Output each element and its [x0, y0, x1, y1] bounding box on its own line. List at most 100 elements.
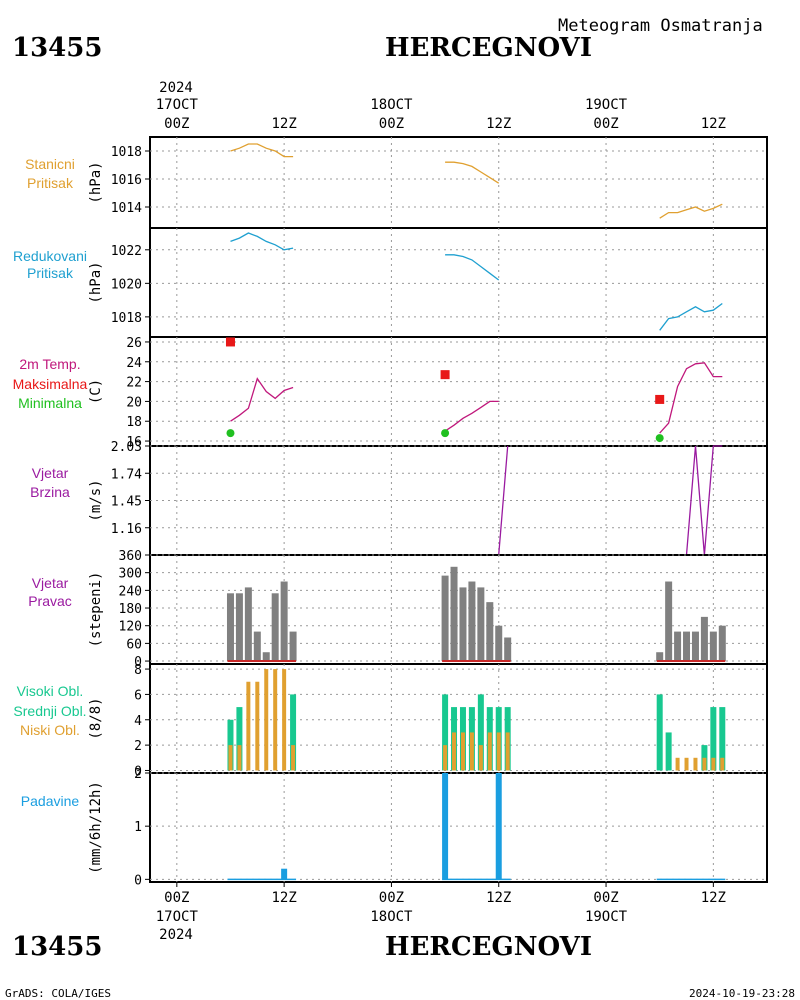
- panel-label-line: Stanicni: [25, 156, 75, 172]
- y-tick-label: 1020: [111, 277, 142, 292]
- cloud-low-bar: [246, 681, 251, 771]
- y-tick-label: 0: [134, 764, 142, 779]
- y-tick-label: 240: [119, 584, 142, 599]
- series-line: [445, 254, 500, 281]
- direction-bar: [477, 587, 485, 662]
- top-hour-label: 12Z: [486, 116, 511, 132]
- y-tick-label: 1016: [111, 173, 142, 188]
- y-axis-label: (hPa): [88, 161, 104, 203]
- y-tick-label: 300: [119, 567, 142, 582]
- direction-bar: [450, 566, 458, 662]
- direction-bar: [289, 631, 297, 662]
- direction-bar: [504, 637, 512, 662]
- top-hour-label: 12Z: [701, 116, 726, 132]
- panel-label-line: Padavine: [21, 793, 80, 809]
- footer-credit: GrADS: COLA/IGES: [5, 987, 111, 1000]
- y-tick-label: 1.16: [111, 522, 142, 537]
- cloud-low-bar: [228, 745, 233, 771]
- bottom-year-label: 2024: [159, 927, 193, 943]
- direction-bar: [691, 631, 699, 662]
- y-tick-label: 6: [134, 688, 142, 703]
- cloud-low-bar: [505, 732, 510, 771]
- top-hour-label: 00Z: [379, 116, 404, 132]
- cloud-low-bar: [684, 757, 689, 771]
- y-axis-label: (stepeni): [88, 572, 104, 648]
- y-tick-label: 1022: [111, 244, 142, 259]
- panel-label-line: Niski Obl.: [20, 722, 80, 738]
- bottom-hour-label: 12Z: [486, 890, 511, 906]
- precip-bar: [495, 773, 502, 880]
- panel-label-line: Redukovani: [13, 248, 87, 264]
- y-tick-label: 24: [126, 356, 142, 371]
- panel-label-line: Srednji Obl.: [13, 703, 86, 719]
- direction-bar: [709, 631, 717, 662]
- y-axis-label: (m/s): [88, 479, 104, 521]
- y-tick-label: 0: [134, 655, 142, 670]
- cloud-high-bar: [290, 694, 297, 771]
- panel-frame: [149, 445, 768, 556]
- cloud-low-bar: [460, 732, 465, 771]
- panel-frame: [149, 227, 768, 338]
- tmax-marker: [655, 394, 665, 404]
- y-tick-label: 0: [134, 873, 142, 888]
- series-line: [659, 203, 723, 219]
- header-product-title: Meteogram Osmatranja: [558, 16, 763, 36]
- cloud-high-bar: [477, 694, 484, 771]
- y-tick-label: 1.74: [111, 467, 142, 482]
- cloud-high-bar: [442, 694, 449, 771]
- cloud-low-bar: [469, 732, 474, 771]
- bottom-date-label: 18OCT: [370, 909, 413, 925]
- bottom-hour-label: 00Z: [379, 890, 404, 906]
- y-axis-label: (C): [88, 379, 104, 404]
- cloud-high-bar: [701, 745, 708, 771]
- cloud-low-bar: [487, 732, 492, 771]
- y-tick-label: 1018: [111, 311, 142, 326]
- top-hour-label: 00Z: [593, 116, 618, 132]
- panel-precipitation: 0 1 2 (mm/6h/12h) Padavine: [21, 767, 768, 888]
- cloud-low-bar: [675, 757, 680, 771]
- bottom-date-label: 19OCT: [585, 909, 628, 925]
- direction-bar: [235, 593, 243, 662]
- direction-bar: [244, 587, 252, 662]
- cloud-low-bar: [496, 732, 501, 771]
- tmin-marker: [655, 434, 664, 443]
- direction-bar: [271, 593, 279, 662]
- direction-bar: [441, 575, 449, 662]
- series-line: [659, 302, 723, 331]
- cloud-low-bar: [452, 732, 457, 771]
- panel-label-line: Pritisak: [27, 175, 74, 191]
- panel-frame: [149, 136, 768, 229]
- cloud-low-bar: [273, 669, 278, 771]
- direction-bar: [253, 631, 261, 662]
- cloud-high-bar: [656, 694, 663, 771]
- series-line: [230, 143, 294, 158]
- direction-bar: [486, 602, 494, 662]
- top-hour-label: 12Z: [271, 116, 296, 132]
- panel-label-line: Pritisak: [27, 265, 74, 281]
- bottom-hour-label: 12Z: [271, 890, 296, 906]
- y-axis-label: (hPa): [88, 261, 104, 303]
- bottom-date-label: 17OCT: [156, 909, 199, 925]
- y-tick-label: 26: [126, 336, 142, 351]
- footer-station-name: HERCEGNOVI: [385, 932, 592, 962]
- bottom-hour-label: 00Z: [164, 890, 189, 906]
- cloud-low-bar: [264, 669, 269, 771]
- direction-bar: [468, 581, 476, 662]
- panel-frame: [149, 336, 768, 447]
- cloud-high-bar: [719, 707, 726, 771]
- header-station-id: 13455: [12, 33, 102, 63]
- y-tick-label: 180: [119, 602, 142, 617]
- panel-label-line: Brzina: [30, 484, 70, 500]
- direction-bar: [495, 625, 503, 662]
- panel-wind-direction: 0 60 120 180 240 300 360 (stepeni) Vjetar Pravac: [28, 549, 768, 670]
- tmax-marker: [440, 370, 450, 380]
- panel-label-line: 2m Temp.: [19, 356, 80, 372]
- footer-timestamp: 2024-10-19-23:28: [689, 987, 795, 1000]
- top-date-label: 17OCT: [156, 97, 199, 113]
- cloud-low-bar: [291, 745, 296, 771]
- cloud-low-bar: [255, 681, 260, 771]
- direction-bar: [226, 593, 234, 662]
- panel-wind-speed: 1.16 1.45 1.74 2.03 (m/s) Vjetar Brzina: [30, 440, 768, 556]
- top-year-label: 2024: [159, 80, 193, 96]
